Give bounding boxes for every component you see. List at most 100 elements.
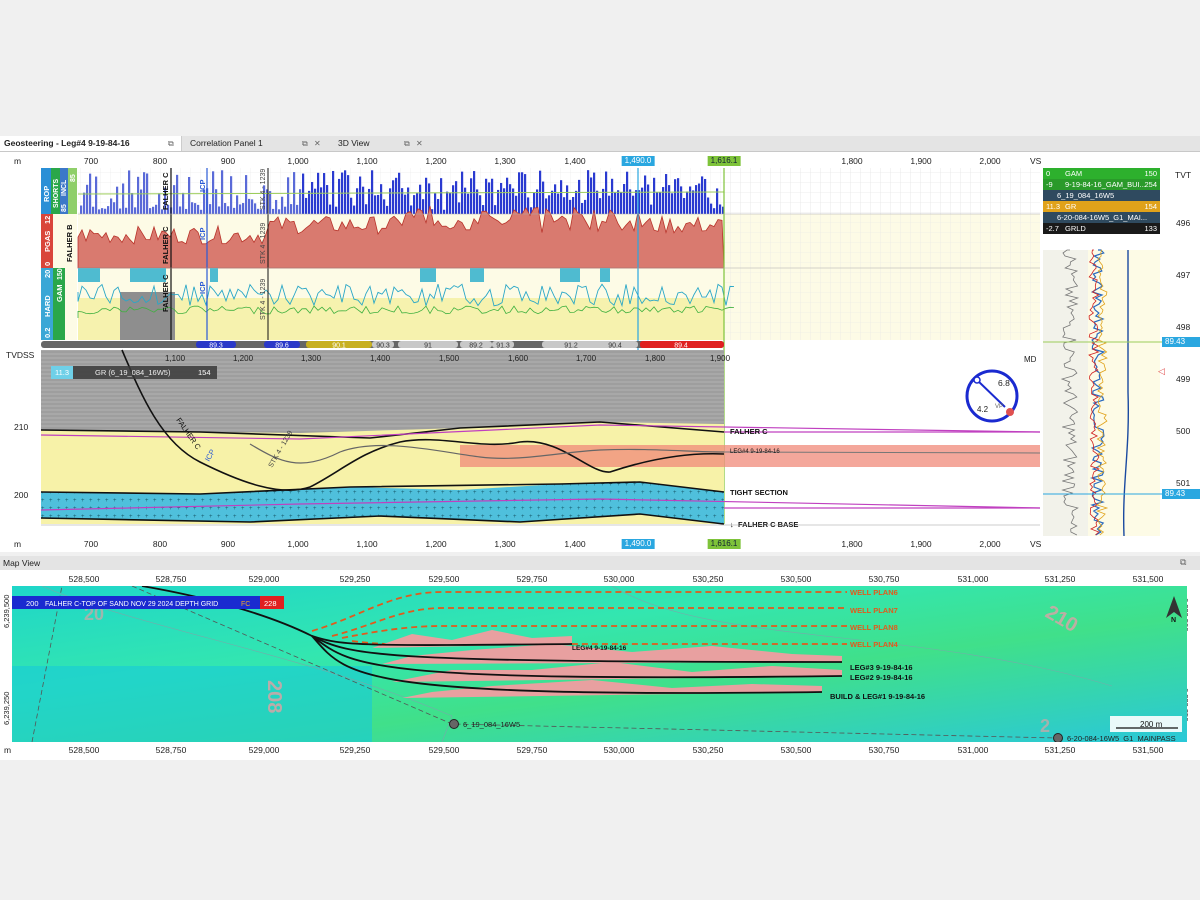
tab-geosteering[interactable]: Geosteering - Leg#4 9-19-84-16 ⧉ <box>0 136 182 151</box>
tvt-tick: 498 <box>1176 322 1191 332</box>
right-log-curve <box>1089 249 1106 536</box>
pgas-max: 12 <box>43 216 52 224</box>
gr-scale-bar[interactable] <box>51 366 217 379</box>
vs-tick: 900 <box>220 156 236 166</box>
tab-3d-view[interactable]: 3D View ⧉ ✕ <box>334 136 430 151</box>
formation-label: FALHER C <box>730 427 768 436</box>
dip-segment[interactable] <box>306 341 372 348</box>
log-legend-row[interactable]: 0 GAM 150 <box>1043 168 1160 179</box>
log-min: 0 <box>1046 169 1051 178</box>
hard-max: 20 <box>43 270 52 278</box>
log-max: 254 <box>1144 180 1157 189</box>
pgas-curve <box>77 205 725 269</box>
log-name: 9-19-84-16_GAM_BUI... <box>1065 180 1146 189</box>
bottom-axis-end: VS <box>1030 539 1042 549</box>
formation-label: TIGHT SECTION <box>730 488 788 497</box>
restore-icon[interactable]: ⧉ <box>404 139 410 148</box>
dip-value: 90.4 <box>608 343 622 350</box>
log-legend-row[interactable]: 11.3 GR 154 <box>1043 201 1160 212</box>
restore-icon[interactable]: ⧉ <box>1180 557 1187 567</box>
pgas-label: PGAS <box>43 231 52 252</box>
dip-segment[interactable] <box>542 341 600 348</box>
restore-icon[interactable]: ⧉ <box>302 139 308 148</box>
tab-correlation-panel[interactable]: Correlation Panel 1 ⧉ ✕ <box>186 136 326 151</box>
shorts-label: SHORTS <box>53 179 60 209</box>
vs-tick: 1,800 <box>841 156 863 166</box>
map-x-tick: 529,500 <box>428 745 460 755</box>
map-view-title: Map View <box>3 558 41 568</box>
map-legend[interactable] <box>12 596 284 609</box>
dip-segment[interactable] <box>592 341 638 348</box>
md-axis-end: MD <box>1024 355 1037 364</box>
track-label: FALHER C <box>161 172 170 210</box>
log-legend-row[interactable]: 6_19_084_16W5 <box>1043 190 1160 201</box>
rop-label: ROP <box>42 186 51 202</box>
vs-tick: 1,200 <box>425 156 447 166</box>
gr-min: 11.3 <box>55 368 69 377</box>
offset-wellbore <box>249 443 725 464</box>
gr-max: 154 <box>198 368 211 377</box>
md-tick: 1,700 <box>576 354 597 363</box>
md-tick: 1,200 <box>233 354 254 363</box>
log-legend-row[interactable]: -2.7 GRLD 133 <box>1043 223 1160 234</box>
map-x-tick: 530,500 <box>780 745 812 755</box>
map-x-tick: 531,500 <box>1132 574 1164 584</box>
dip-segment[interactable] <box>264 341 300 348</box>
dip-gauge-mid: VP <box>995 404 1003 410</box>
map-x-tick: 529,000 <box>248 574 280 584</box>
track-label: ICP <box>198 179 207 192</box>
incl-max: 85 <box>70 174 77 182</box>
map-canvas[interactable]: 208 210 20 2 WELL PLAN6 WELL PLAN7 WELL … <box>12 586 1187 742</box>
dip-segment[interactable] <box>492 341 514 348</box>
close-icon[interactable]: ✕ <box>314 139 321 148</box>
tvt-flag-top[interactable]: 89.43 <box>1162 337 1200 347</box>
track-label: ICP <box>198 281 207 294</box>
md-flag-green[interactable]: 1,616.1 <box>707 156 741 166</box>
map-x-tick: 530,750 <box>868 574 900 584</box>
dip-segment[interactable] <box>196 341 236 348</box>
close-icon[interactable]: ✕ <box>416 139 423 148</box>
well-label: WELL PLAN6 <box>850 588 898 597</box>
log-legend-row[interactable]: -9 9-19-84-16_GAM_BUI... 254 <box>1043 179 1160 190</box>
track-label: ICP <box>198 227 207 240</box>
leg2-path[interactable] <box>311 635 843 679</box>
md-flag-blue-bottom[interactable]: 1,490.0 <box>621 539 655 549</box>
dip-value: 90.3 <box>376 343 390 350</box>
gam-curve <box>77 305 735 318</box>
map-x-tick: 529,750 <box>516 574 548 584</box>
dip-segment[interactable] <box>640 341 722 348</box>
legend-min: 200 <box>26 599 39 608</box>
leg1-path[interactable] <box>311 635 823 694</box>
tight-section-line <box>40 481 725 495</box>
surface-location-marker[interactable] <box>449 719 459 729</box>
section-canvas[interactable]: + ROP SHORTS 85 INCL 85 0 PGAS 12 0.2 HA… <box>0 152 1200 552</box>
tvt-flag-bottom[interactable]: 89.43 <box>1162 489 1200 499</box>
md-flag-green-bottom[interactable]: 1,616.1 <box>707 539 741 549</box>
wellbore-path[interactable] <box>121 349 725 491</box>
log-legend-row[interactable]: 6-20-084-16W5_G1_MAI... <box>1043 212 1160 223</box>
incl-label: INCL <box>61 179 68 196</box>
map-x-tick: 528,500 <box>68 574 100 584</box>
tvdss-title: TVDSS <box>6 350 35 360</box>
vs-tick: 1,200 <box>425 539 447 549</box>
md-flag-blue[interactable]: 1,490.0 <box>621 156 655 166</box>
surface-location-label: 6-20-084-16W5_G1_MAINPASS <box>1067 734 1176 742</box>
gauge-close-icon[interactable] <box>1006 408 1014 416</box>
vs-tick: 1,000 <box>287 539 309 549</box>
dip-segment[interactable] <box>372 341 394 348</box>
dip-segment[interactable] <box>460 341 492 348</box>
leg3-path[interactable] <box>311 635 843 663</box>
restore-icon[interactable]: ⧉ <box>168 139 174 148</box>
gr-label: GR (6_19_084_16W5) <box>95 368 171 377</box>
triangle-left-icon[interactable]: ◁ <box>1158 366 1165 376</box>
dip-segment[interactable] <box>398 341 458 348</box>
dip-value: 91.2 <box>564 343 578 350</box>
pgas-min: 0 <box>43 262 52 266</box>
map-unit: m <box>4 745 12 755</box>
surface-location-marker[interactable] <box>1053 733 1063 743</box>
vs-tick: 1,400 <box>564 156 586 166</box>
north-label: N <box>1171 617 1176 624</box>
map-x-tick: 529,750 <box>516 745 548 755</box>
vs-tick: 1,100 <box>356 156 378 166</box>
vs-tick: 2,000 <box>979 539 1001 549</box>
